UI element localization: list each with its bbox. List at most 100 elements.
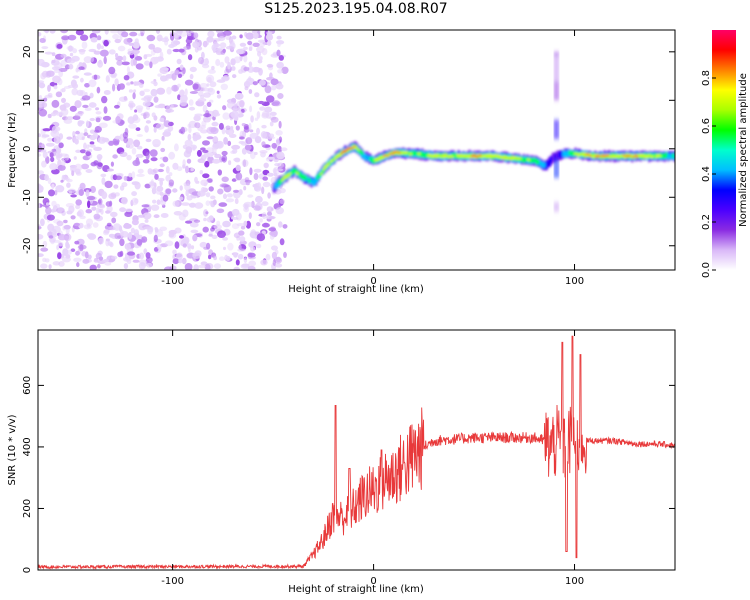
noise-blob bbox=[222, 112, 230, 120]
noise-blob bbox=[216, 90, 220, 95]
ridge-cell bbox=[514, 156, 517, 160]
ridge-cell bbox=[413, 151, 416, 156]
noise-blob bbox=[53, 136, 61, 144]
ridge-cell bbox=[507, 156, 510, 160]
noise-blob bbox=[211, 65, 215, 71]
spectrogram-content bbox=[38, 30, 675, 270]
noise-blob bbox=[83, 142, 87, 150]
noise-blob bbox=[219, 256, 225, 262]
noise-blob bbox=[149, 149, 158, 157]
noise-blob bbox=[157, 177, 165, 182]
noise-blob bbox=[84, 107, 92, 111]
noise-blob bbox=[231, 144, 241, 150]
ridge-cell bbox=[404, 151, 407, 154]
ridge-cell bbox=[585, 153, 588, 155]
ridge-cell bbox=[661, 153, 664, 159]
noise-blob bbox=[156, 34, 163, 42]
noise-blob bbox=[85, 151, 92, 157]
noise-blob bbox=[182, 209, 189, 218]
ridge-cell bbox=[402, 151, 405, 155]
noise-blob bbox=[273, 172, 278, 177]
noise-blob bbox=[77, 244, 87, 250]
ridge-cell bbox=[280, 178, 283, 183]
noise-blob bbox=[250, 246, 256, 252]
noise-blob bbox=[258, 79, 266, 86]
noise-blob bbox=[243, 46, 248, 51]
noise-blob bbox=[176, 166, 183, 172]
noise-blob bbox=[268, 227, 277, 232]
noise-blob bbox=[163, 120, 171, 128]
noise-blob bbox=[209, 99, 214, 103]
ridge-cell bbox=[392, 152, 395, 155]
noise-blob bbox=[172, 249, 177, 255]
noise-blob bbox=[63, 224, 71, 230]
noise-blob bbox=[160, 67, 169, 71]
ridge-cell bbox=[668, 154, 671, 160]
noise-blob bbox=[132, 259, 140, 263]
noise-blob bbox=[181, 202, 190, 206]
ridge-cell bbox=[595, 155, 598, 158]
noise-blob bbox=[47, 92, 53, 98]
colorbar-tick-label: 0.4 bbox=[701, 166, 712, 182]
noise-blob bbox=[123, 223, 132, 229]
noise-blob bbox=[58, 152, 63, 159]
noise-blob bbox=[264, 85, 272, 94]
noise-blob bbox=[100, 173, 107, 178]
noise-blob bbox=[119, 238, 125, 247]
spectrogram-noise-region bbox=[38, 30, 289, 270]
snr-axes: -100 0 100 0 200 400 600 bbox=[22, 330, 675, 587]
ridge-cell bbox=[561, 151, 564, 159]
noise-blob bbox=[193, 32, 199, 39]
noise-blob bbox=[195, 180, 200, 184]
ridge-cell bbox=[344, 151, 347, 153]
noise-blob bbox=[77, 120, 85, 125]
noise-blob bbox=[63, 86, 71, 89]
noise-blob bbox=[70, 248, 76, 252]
noise-blob bbox=[126, 141, 130, 148]
ridge-cell bbox=[306, 176, 310, 182]
noise-blob bbox=[202, 104, 208, 113]
ridge-cell bbox=[292, 168, 295, 174]
noise-blob bbox=[208, 152, 214, 158]
noise-blob bbox=[98, 122, 108, 129]
noise-blob bbox=[49, 152, 54, 158]
ridge-cell bbox=[545, 161, 548, 170]
noise-blob bbox=[239, 42, 247, 47]
noise-blob bbox=[95, 252, 102, 260]
ridge-cell bbox=[583, 153, 586, 158]
ridge-cell bbox=[592, 152, 595, 158]
noise-blob bbox=[270, 78, 279, 86]
ridge-cell bbox=[329, 160, 332, 163]
noise-blob bbox=[206, 178, 213, 183]
noise-blob bbox=[54, 62, 63, 70]
noise-blob bbox=[172, 200, 180, 207]
noise-blob bbox=[259, 218, 263, 223]
noise-blob bbox=[269, 111, 277, 116]
ridge-cell bbox=[527, 158, 530, 161]
noise-blob bbox=[168, 179, 175, 187]
noise-blob bbox=[241, 123, 246, 127]
noise-blob bbox=[202, 140, 210, 146]
noise-blob bbox=[78, 62, 83, 67]
noise-blob bbox=[119, 120, 125, 125]
noise-blob bbox=[111, 255, 118, 260]
spectrogram-y-tick-label: -10 bbox=[22, 189, 33, 205]
noise-blob bbox=[103, 56, 107, 65]
noise-blob bbox=[265, 95, 275, 103]
noise-blob bbox=[176, 58, 182, 65]
ridge-cell bbox=[537, 160, 540, 164]
ridge-cell bbox=[284, 175, 287, 179]
noise-blob bbox=[74, 240, 80, 245]
ridge-cell bbox=[487, 153, 490, 157]
noise-blob bbox=[61, 88, 66, 93]
noise-blob bbox=[123, 96, 128, 101]
noise-blob bbox=[134, 38, 139, 44]
ridge-cell bbox=[349, 147, 352, 150]
noise-blob bbox=[197, 190, 206, 197]
noise-blob bbox=[149, 184, 155, 189]
ridge-cell bbox=[542, 162, 545, 168]
snr-content bbox=[38, 335, 675, 570]
noise-blob bbox=[235, 172, 243, 181]
noise-blob bbox=[259, 106, 266, 111]
ridge-cell bbox=[312, 180, 316, 186]
